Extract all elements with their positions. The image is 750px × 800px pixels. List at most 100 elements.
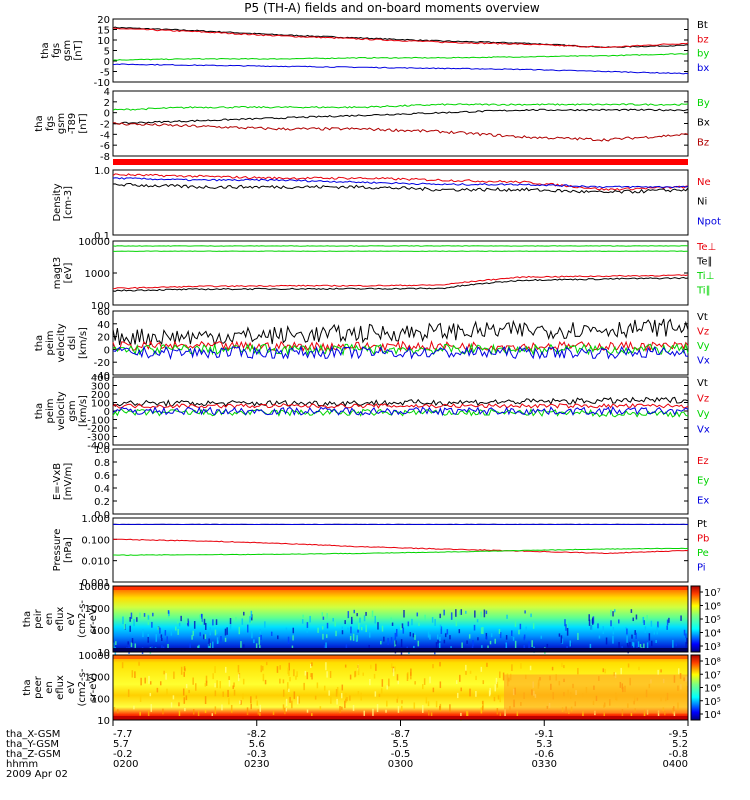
- panel-fgs_gsm_t89: tha fgs gsm -T89 [nT] 420-2-4-6-8 By Bx Bz: [34, 87, 710, 165]
- panel-ylabel: [nPa]: [63, 537, 74, 563]
- panel-ylabel: [km/s]: [78, 395, 89, 427]
- colorbar-label: 10⁸: [704, 657, 721, 668]
- series-temperature-Te⊥: [112, 274, 689, 290]
- legend-peim_velocity_dsl-2: Vy: [697, 341, 710, 352]
- panel-ylabel: eV: [66, 612, 77, 625]
- panel-frame: [112, 18, 689, 83]
- legend-peim_velocity_dsl-3: Vx: [697, 356, 710, 367]
- ytick-label: 200: [91, 390, 110, 401]
- ytick-label: -8: [100, 152, 110, 163]
- series-peim_velocity_gsm-Vz: [112, 403, 689, 409]
- ytick-label: 10000: [78, 237, 110, 248]
- ytick-label: 10: [97, 716, 110, 727]
- xaxis-row-label: tha_Y-GSM: [6, 739, 59, 750]
- panel-frame: [112, 517, 689, 583]
- ytick-label: 1.000: [81, 514, 110, 525]
- series-fgs_gsm_t89-Bz: [113, 122, 689, 142]
- panel-ylabel: fgs: [51, 43, 62, 58]
- series-peim_velocity_dsl-Vx: [112, 345, 689, 361]
- panel-frame: [112, 376, 689, 446]
- series-peim_velocity_gsm-Vx: [112, 406, 689, 417]
- panel-peim_velocity_gsm: tha peim velocity gsm [km/s]4003002001000-10…: [34, 373, 710, 452]
- colorbar-label: 10⁵: [704, 697, 721, 708]
- ytick-label: 10: [97, 648, 110, 659]
- ytick-label: 0.100: [81, 535, 110, 546]
- ytick-label: 0.0: [94, 510, 110, 521]
- colorbar-label: 10⁷: [704, 670, 721, 681]
- ytick-label: 40: [97, 320, 110, 331]
- series-fgs_gsm_t89-By: [112, 103, 689, 111]
- series-fgs_gsm-bz: [112, 27, 689, 49]
- panel-ylabel: eflux: [55, 675, 66, 700]
- legend-density-2: Npot: [697, 216, 721, 227]
- panel-ylabel: velocity: [56, 323, 67, 362]
- series-fgs_gsm-bx: [112, 63, 689, 75]
- legend-efield-0: Ez: [697, 456, 709, 467]
- legend-temperature-2: Ti⊥: [696, 271, 714, 282]
- ytick-label: 20: [97, 15, 110, 26]
- panel-ylabel: tha: [34, 115, 45, 131]
- panel-ylabel: tha: [40, 42, 51, 58]
- series-fgs_gsm_t89-Bx: [112, 108, 689, 125]
- ytick-label: 5: [104, 47, 110, 58]
- colorbar-label: 10³: [704, 642, 721, 653]
- ytick-label: 4: [104, 87, 110, 98]
- ytick-label: 100: [91, 694, 110, 705]
- panel-frame: [112, 310, 689, 376]
- ytick-label: -40: [94, 371, 110, 382]
- xaxis-value: -0.8: [668, 749, 688, 760]
- xaxis-value: 0300: [388, 759, 413, 770]
- series-peim_velocity_gsm-Vt: [112, 396, 689, 408]
- panel-ylabel: eflux: [55, 607, 66, 632]
- xaxis-value: 0400: [663, 759, 688, 770]
- panel-ylabel: [eV]: [63, 263, 74, 284]
- legend-temperature-0: Te⊥: [696, 242, 716, 253]
- series-fgs_gsm-by: [113, 53, 689, 61]
- ytick-label: 100: [91, 301, 110, 312]
- panel-density: Density [cm-3] 1.0 0.1 Ne Ni Npot: [52, 166, 721, 242]
- legend-efield-1: Ey: [697, 476, 709, 487]
- panel-ylabel: Density: [52, 183, 63, 221]
- legend-temperature-3: Ti∥: [696, 286, 711, 297]
- panel-ylabel: E=-VxB: [52, 463, 63, 500]
- ytick-label: -300: [87, 433, 110, 444]
- panel-frame: [112, 90, 689, 157]
- panel-ylabel: gsm: [56, 113, 67, 134]
- legend-fgs_gsm_t89-2: Bz: [697, 137, 709, 148]
- panel-ylabel: dsl: [67, 336, 78, 350]
- colorbar-label: 10⁴: [704, 710, 721, 721]
- ytick-label: 0.8: [94, 458, 110, 469]
- xaxis-row-label: tha_X-GSM: [6, 729, 60, 740]
- panel-ylabel: tha: [34, 403, 45, 419]
- panel-ylabel: sr-eV): [88, 673, 99, 702]
- colorbar-label: 10⁶: [704, 602, 721, 613]
- ytick-label: 0: [104, 109, 110, 120]
- legend-peim_velocity_gsm-1: Vz: [697, 394, 709, 405]
- panel-ylabel: [mV/m]: [63, 463, 74, 501]
- panel-ylabel: tha: [22, 679, 33, 695]
- panel-ylabel: (cm2-s-: [77, 600, 88, 638]
- legend-pressure-1: Pb: [697, 534, 709, 545]
- panel-ylabel: gsm: [67, 400, 78, 421]
- legend-pressure-0: Pt: [697, 519, 707, 530]
- ytick-label: 2: [104, 98, 110, 109]
- ytick-label: 1000: [85, 604, 110, 615]
- colorbar-label: 10⁷: [704, 588, 721, 599]
- ytick-label: -6: [100, 141, 110, 152]
- ytick-label: -200: [87, 424, 110, 435]
- legend-fgs_gsm-0: Bt: [697, 20, 708, 31]
- ytick-label: 0.2: [94, 497, 110, 508]
- panel-frame: [112, 448, 689, 515]
- legend-efield-2: Ex: [697, 495, 709, 506]
- legend-peim_velocity_gsm-2: Vy: [697, 409, 710, 420]
- legend-peim_velocity_gsm-0: Vt: [697, 378, 708, 389]
- colorbar: [690, 585, 701, 653]
- ytick-label: 0.6: [94, 471, 110, 482]
- status-bar: [113, 159, 688, 165]
- ytick-label: 10000: [78, 651, 110, 662]
- series-pressure-Pe: [113, 547, 689, 556]
- series-fgs_gsm-Bt: [112, 26, 689, 49]
- panel-ylabel: velocity: [56, 391, 67, 430]
